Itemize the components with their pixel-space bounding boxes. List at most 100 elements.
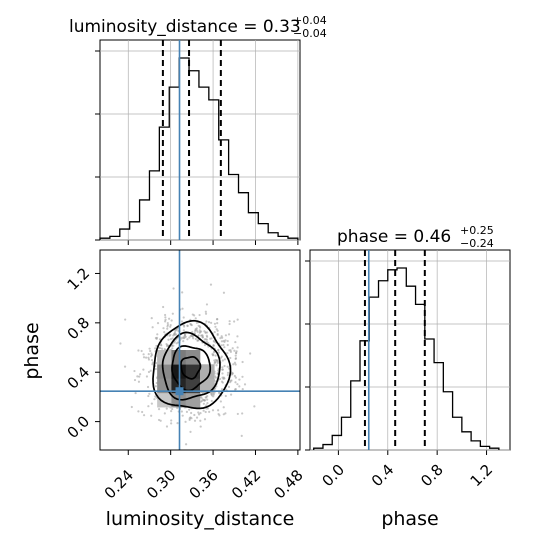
joint-sample-point bbox=[208, 410, 211, 413]
joint-sample-point bbox=[212, 353, 215, 356]
joint-sample-point bbox=[226, 371, 230, 374]
joint-sample-point bbox=[217, 348, 220, 352]
joint-frame bbox=[99, 249, 301, 451]
joint-sample-point bbox=[204, 410, 207, 414]
joint-sample-point bbox=[182, 316, 185, 319]
joint-density-cell bbox=[200, 378, 215, 394]
phase-minus: −0.24 bbox=[460, 237, 494, 250]
joint-sample-point bbox=[164, 316, 167, 319]
joint-sample-point bbox=[192, 337, 195, 340]
joint-sample-point bbox=[241, 375, 244, 378]
joint-sample-point bbox=[215, 318, 219, 321]
joint-sample-point bbox=[147, 356, 150, 359]
joint-sample-point bbox=[205, 396, 208, 399]
joint-sample-point bbox=[171, 407, 174, 411]
joint-sample-point bbox=[175, 342, 178, 345]
joint-sample-point bbox=[210, 394, 214, 397]
joint-sample-point bbox=[149, 349, 152, 353]
joint-sample-point bbox=[157, 408, 161, 411]
joint-sample-point bbox=[214, 325, 217, 328]
joint-sample-point bbox=[201, 334, 204, 337]
joint-sample-point bbox=[138, 375, 141, 378]
joint-sample-point bbox=[202, 409, 205, 412]
joint-sample-point bbox=[147, 405, 150, 408]
joint-sample-point bbox=[199, 419, 202, 422]
joint-sample-point bbox=[234, 363, 237, 366]
joint-sample-point bbox=[204, 331, 207, 334]
joint-sample-point bbox=[213, 362, 216, 365]
joint-sample-point bbox=[140, 349, 143, 353]
joint-sample-point bbox=[205, 334, 208, 337]
joint-sample-point bbox=[223, 358, 226, 361]
joint-sample-point bbox=[189, 430, 192, 433]
joint-sample-point bbox=[181, 337, 184, 340]
joint-sample-point bbox=[154, 385, 157, 388]
ph-x-tick-label: 0.0 bbox=[318, 461, 348, 491]
joint-sample-point bbox=[119, 342, 122, 345]
joint-x-tick-label: 0.48 bbox=[270, 466, 306, 502]
joint-sample-point bbox=[221, 366, 224, 369]
phase-median: 0.46 bbox=[413, 227, 451, 247]
joint-sample-point bbox=[193, 419, 197, 422]
joint-density-panel: 0.24 0.30 0.36 0.42 0.48 0.0 0.4 0.8 1.2 bbox=[64, 249, 307, 502]
joint-sample-point bbox=[151, 363, 154, 366]
joint-sample-point bbox=[214, 354, 217, 357]
joint-sample-point bbox=[154, 336, 157, 340]
joint-sample-point bbox=[229, 356, 232, 360]
joint-sample-point bbox=[134, 391, 137, 395]
joint-sample-point bbox=[200, 396, 203, 399]
y-axis-label-phase: phase bbox=[21, 322, 43, 379]
joint-sample-point bbox=[183, 325, 186, 328]
joint-sample-point bbox=[137, 349, 140, 352]
joint-sample-point bbox=[217, 351, 220, 354]
joint-sample-point bbox=[151, 326, 154, 329]
joint-sample-point bbox=[180, 320, 184, 323]
joint-sample-point bbox=[213, 322, 217, 325]
joint-sample-point bbox=[228, 320, 231, 323]
joint-sample-point bbox=[203, 418, 207, 421]
joint-sample-point bbox=[190, 417, 193, 420]
joint-sample-point bbox=[171, 337, 174, 340]
joint-sample-point bbox=[213, 359, 216, 362]
joint-sample-point bbox=[241, 360, 244, 364]
joint-sample-point bbox=[196, 339, 199, 342]
joint-sample-point bbox=[211, 409, 215, 412]
joint-sample-point bbox=[147, 352, 150, 356]
joint-y-tick-label: 0.4 bbox=[64, 363, 94, 393]
joint-sample-point bbox=[186, 324, 189, 327]
joint-sample-point bbox=[146, 385, 150, 389]
joint-sample-point bbox=[226, 339, 229, 343]
joint-sample-point bbox=[165, 425, 169, 428]
joint-sample-point bbox=[184, 420, 187, 423]
joint-contour-line bbox=[171, 345, 212, 392]
joint-sample-point bbox=[185, 410, 189, 413]
joint-sample-point bbox=[205, 404, 208, 407]
joint-sample-point bbox=[147, 358, 151, 361]
joint-contour-line bbox=[161, 331, 221, 401]
joint-sample-point bbox=[180, 410, 183, 413]
joint-sample-point bbox=[190, 411, 193, 415]
joint-sample-point bbox=[171, 347, 174, 350]
joint-sample-point bbox=[219, 356, 222, 359]
joint-sample-point bbox=[139, 373, 142, 376]
joint-sample-point bbox=[142, 414, 146, 417]
joint-sample-point bbox=[172, 344, 175, 347]
joint-sample-point bbox=[196, 330, 199, 333]
joint-sample-point bbox=[159, 419, 162, 422]
joint-sample-point bbox=[220, 340, 224, 343]
joint-y-tick-label: 0.0 bbox=[64, 412, 94, 442]
joint-sample-point bbox=[224, 394, 227, 398]
joint-sample-point bbox=[212, 339, 215, 343]
ph-frame bbox=[309, 249, 511, 451]
joint-sample-point bbox=[221, 368, 224, 371]
joint-sample-point bbox=[233, 320, 236, 323]
joint-sample-point bbox=[221, 381, 224, 384]
luminosity-distance-median: 0.33 bbox=[263, 17, 301, 37]
joint-sample-point bbox=[249, 352, 252, 355]
joint-sample-point bbox=[217, 412, 220, 416]
joint-sample-point bbox=[223, 346, 226, 349]
joint-sample-point bbox=[212, 344, 215, 347]
joint-contour-line bbox=[180, 356, 202, 380]
joint-sample-point bbox=[238, 378, 241, 381]
joint-sample-point bbox=[236, 318, 239, 321]
